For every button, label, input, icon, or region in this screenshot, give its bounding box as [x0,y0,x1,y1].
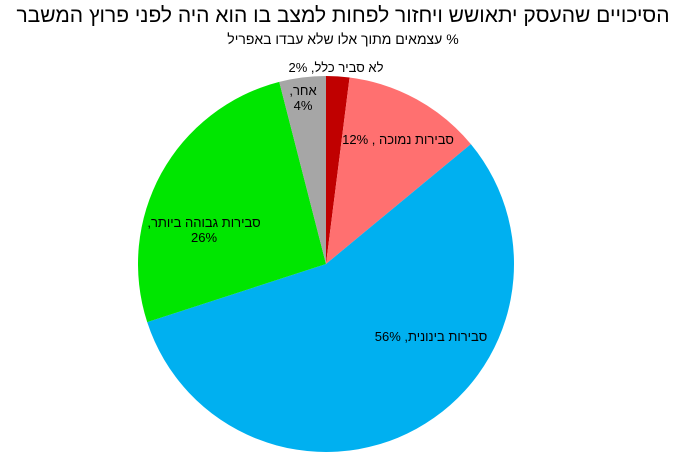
slice-label-low-likelihood: סבירות נמוכה , 12% [342,132,454,147]
pie-slice-low-likelihood [326,77,471,264]
pie-slice-other [279,76,326,264]
chart-title: הסיכויים שהעסק יתאושש ויחזור לפחות למצב … [16,4,670,27]
pie-labels: לא סביר כלל, 2% סבירות נמוכה , 12% סבירות … [147,60,487,344]
chart-subtitle: % עצמאים מתוך אלו שלא עבדו באפריל [227,31,459,47]
pie-slice-medium-likelihood [147,144,515,452]
slice-label-not-likely-at-all: לא סביר כלל, 2% [288,60,383,75]
pie-slice-not-likely-at-all [326,76,350,264]
slice-label-other: אחר, 4% [289,83,316,113]
pie-slice-highest-likelihood [137,81,326,323]
slice-label-highest-likelihood: סבירות גבוהה ביותר, 26% [147,215,260,245]
slice-label-medium-likelihood: סבירות בינונית, 56% [375,329,487,344]
pie-slices [137,76,515,452]
